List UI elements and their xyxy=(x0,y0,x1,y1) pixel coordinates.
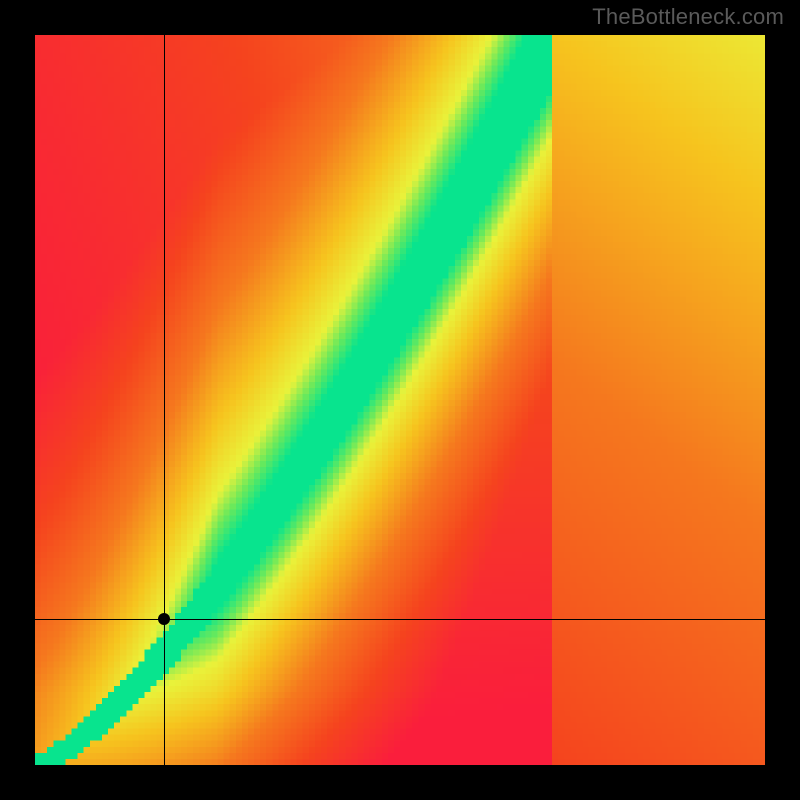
crosshair-point xyxy=(158,613,170,625)
crosshair-vertical xyxy=(164,35,165,765)
crosshair-horizontal xyxy=(35,619,765,620)
plot-area xyxy=(35,35,765,765)
heatmap-canvas xyxy=(35,35,765,765)
watermark-text: TheBottleneck.com xyxy=(592,4,784,30)
